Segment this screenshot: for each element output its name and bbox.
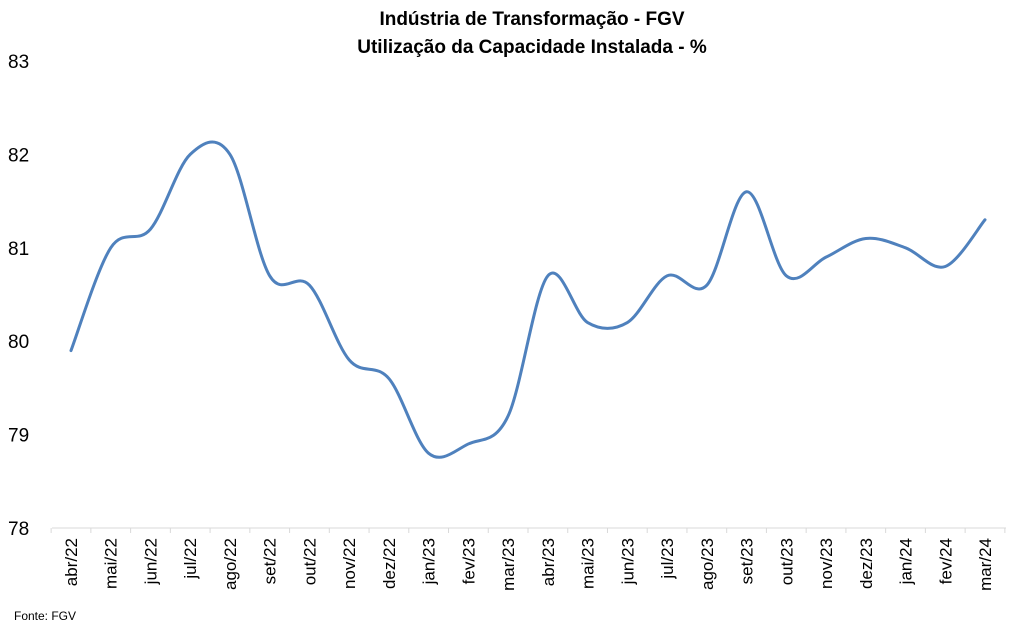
- series-line: [69, 140, 987, 459]
- y-tick-label: 82: [8, 145, 29, 166]
- x-tick-label: mai/22: [102, 538, 121, 589]
- x-tick-label: dez/22: [380, 538, 399, 589]
- x-tick-label: dez/23: [857, 538, 876, 589]
- y-axis-ticks: 78 79 80 81 82 83: [8, 52, 29, 540]
- x-tick-label: mai/23: [579, 538, 598, 589]
- x-tick-label: mar/24: [976, 538, 995, 591]
- x-tick-label: nov/23: [817, 538, 836, 589]
- x-tick-label: set/22: [261, 538, 280, 584]
- x-tick-label: abr/22: [62, 538, 81, 586]
- x-tick-label: jul/23: [658, 538, 677, 580]
- x-tick-label: jan/24: [897, 538, 916, 585]
- y-tick-label: 83: [8, 52, 29, 73]
- x-tick-label: fev/24: [936, 538, 955, 584]
- x-tick-label: out/22: [300, 538, 319, 585]
- x-tick-label: out/23: [777, 538, 796, 585]
- x-tick-label: jun/23: [618, 538, 637, 585]
- y-tick-label: 79: [8, 426, 29, 447]
- x-tick-label: mar/23: [499, 538, 518, 591]
- x-tick-label: ago/23: [698, 538, 717, 590]
- x-axis-ticks: abr/22 mai/22 jun/22 jul/22 ago/22 set/22 out/…: [62, 538, 995, 591]
- x-tick-label: abr/23: [539, 538, 558, 586]
- x-tick-label: fev/23: [459, 538, 478, 584]
- source-note: Fonte: FGV: [14, 609, 76, 623]
- x-tick-label: jun/22: [141, 538, 160, 585]
- x-tick-label: jan/23: [420, 538, 439, 585]
- chart-subtitle: Utilização da Capacidade Instalada - %: [357, 37, 707, 58]
- y-tick-label: 78: [8, 519, 29, 540]
- x-tick-label: ago/22: [221, 538, 240, 590]
- y-tick-label: 80: [8, 332, 29, 353]
- y-tick-label: 81: [8, 239, 29, 260]
- x-axis-tick-marks: [50, 528, 1006, 533]
- chart-title: Indústria de Transformação - FGV: [379, 9, 684, 30]
- x-tick-label: jul/22: [181, 538, 200, 580]
- x-tick-label: nov/22: [340, 538, 359, 589]
- x-tick-label: set/23: [738, 538, 757, 584]
